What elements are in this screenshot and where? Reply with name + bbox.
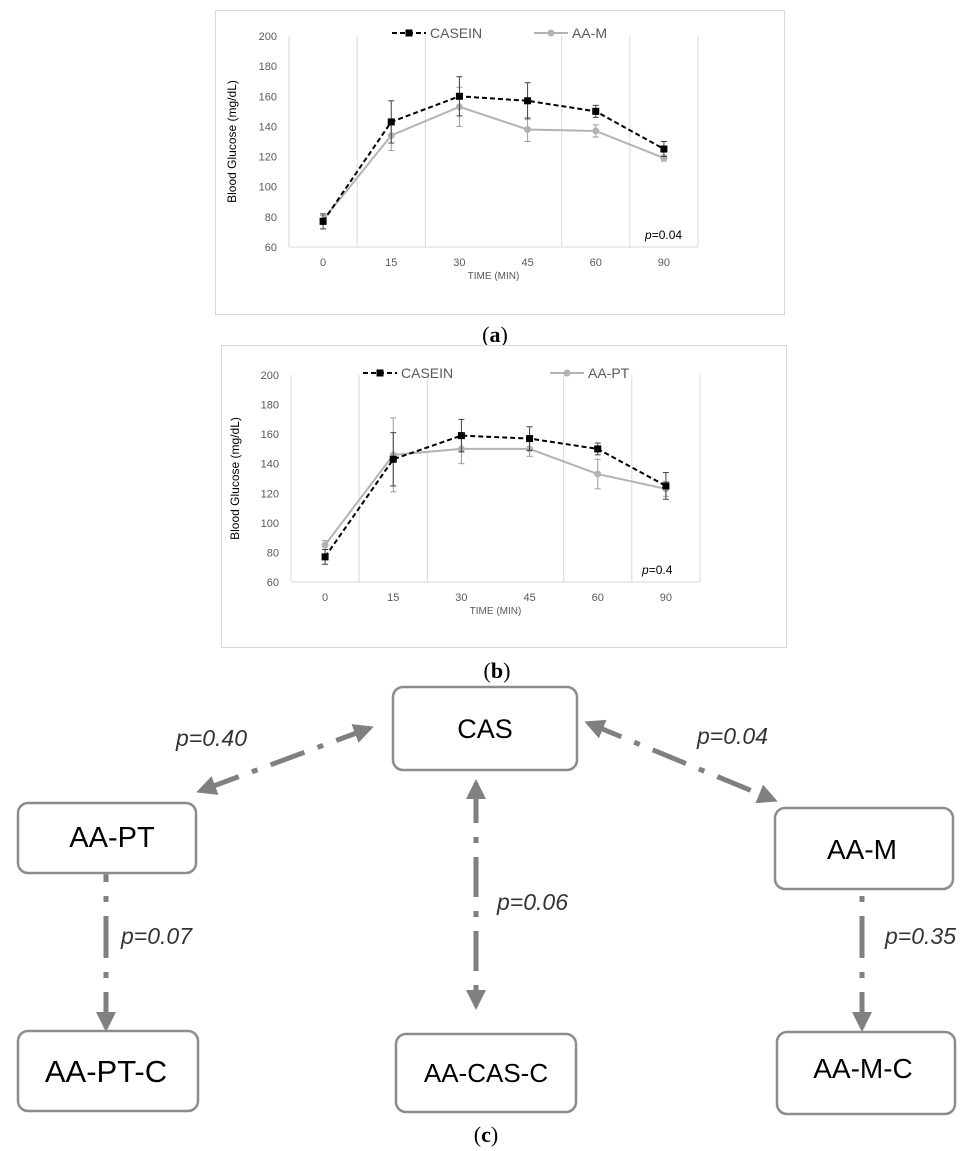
chartb-series-aa-pt-point xyxy=(321,541,329,549)
chartb-y-tick-label: 160 xyxy=(261,429,279,441)
chartb-series-casein-point xyxy=(594,445,602,453)
charta-x-axis-label: TIME (MIN) xyxy=(468,271,520,282)
node-aa-pt-c: AA-PT-C xyxy=(16,1029,200,1113)
charta-x-tick-label: 90 xyxy=(658,257,670,269)
chartb-y-axis-label: Blood Glucose (mg/dL) xyxy=(228,417,242,540)
charta-series-casein-point xyxy=(660,145,668,153)
charta-p-value: p=0.04 xyxy=(644,228,682,242)
charta-y-tick-label: 140 xyxy=(259,121,277,133)
charta-x-tick-label: 0 xyxy=(320,257,326,269)
charta-legend-aa-m-label: AA-M xyxy=(572,25,607,41)
chartb-y-tick-label: 200 xyxy=(261,370,279,382)
chartb-y-tick-label: 140 xyxy=(261,459,279,471)
chartb-p-value-symbol: p xyxy=(641,563,649,577)
node-aa-m-c: AA-M-C xyxy=(775,1030,957,1116)
edge-label-aa-m-aa-m-c: p=0.35 xyxy=(884,923,956,949)
chartb-legend-casein-label: CASEIN xyxy=(401,365,453,381)
node-aa-pt-label: AA-PT xyxy=(69,822,155,854)
comparison-diagram: p=0.40 p=0.04 p=0.06 p=0.07 p=0.35 CAS A… xyxy=(16,685,957,1116)
chartb-legend-aa-pt-label: AA-PT xyxy=(588,365,630,381)
chartb-y-tick-label: 180 xyxy=(261,400,279,412)
node-aa-m-label: AA-M xyxy=(827,834,897,865)
charta-series-casein-point xyxy=(319,217,327,225)
chartb-p-value: p=0.4 xyxy=(641,563,673,577)
edge-label-aa-pt-aa-pt-c: p=0.07 xyxy=(120,923,193,949)
charta-y-tick-label: 200 xyxy=(259,31,277,43)
arrow-cas-aa-m xyxy=(584,719,778,804)
caption-a: (a) xyxy=(482,322,508,347)
chartb-y-tick-label: 120 xyxy=(261,488,279,500)
charta-legend-casein-label: CASEIN xyxy=(430,25,482,41)
charta-y-tick-label: 80 xyxy=(265,212,277,224)
edge-label-cas-aa-m: p=0.04 xyxy=(696,723,768,749)
node-aa-cas-c: AA-CAS-C xyxy=(394,1032,578,1114)
charta-y-tick-label: 180 xyxy=(259,61,277,73)
chart-panel-a: 60 80 100 120 140 160 180 200 0 15 30 45 60 90 TIME (M… xyxy=(215,10,785,315)
charta-y-tick-label: 120 xyxy=(259,152,277,164)
caption-c: (c) xyxy=(473,1122,499,1147)
charta-legend-casein-marker xyxy=(405,29,413,37)
charta-legend-aa-m-marker xyxy=(547,29,555,37)
chartb-series-casein-point xyxy=(662,482,670,490)
chartb-x-tick-label: 45 xyxy=(523,592,535,604)
charta-series-casein-point xyxy=(592,107,600,115)
charta-series-casein-point xyxy=(455,92,463,100)
chartb-series-aa-pt-line xyxy=(324,447,667,546)
chartb-series-casein-line xyxy=(324,434,667,558)
charta-series-aa-m-line xyxy=(322,105,665,221)
chartb-series-aa-pt-point xyxy=(594,470,602,478)
chartb-y-tick-label: 100 xyxy=(261,518,279,530)
charta-series-casein-point xyxy=(524,97,532,105)
line-chart-a: 60 80 100 120 140 160 180 200 0 15 30 45 60 90 TIME (M… xyxy=(225,25,699,282)
chartb-x-tick-label: 15 xyxy=(387,592,399,604)
chartb-legend-casein-marker xyxy=(376,369,384,377)
chartb-x-tick-label: 60 xyxy=(592,592,604,604)
line-chart-b: 60 80 100 120 140 160 180 200 0 15 30 45 60 90 TIME (M… xyxy=(228,365,701,617)
charta-y-axis-label: Blood Glucose (mg/dL) xyxy=(225,80,239,203)
chartb-x-axis-label: TIME (MIN) xyxy=(470,606,522,617)
node-aa-m: AA-M xyxy=(773,806,955,891)
charta-series-casein-point xyxy=(387,118,395,126)
charta-y-tick-label: 100 xyxy=(259,182,277,194)
node-cas: CAS xyxy=(391,685,579,772)
edge-label-cas-aa-pt: p=0.40 xyxy=(175,725,247,751)
chartb-x-tick-label: 90 xyxy=(660,592,672,604)
charta-x-tick-label: 45 xyxy=(521,257,533,269)
charta-series-aa-m-point xyxy=(592,127,600,135)
charta-x-tick-label: 15 xyxy=(385,257,397,269)
chartb-y-tick-label: 60 xyxy=(267,577,279,589)
chartb-y-tick-label: 80 xyxy=(267,547,279,559)
charta-y-tick-label: 60 xyxy=(265,242,277,254)
chartb-series-casein-point xyxy=(389,455,397,463)
charta-x-tick-label: 30 xyxy=(453,257,465,269)
chartb-series-casein-point xyxy=(457,432,465,440)
caption-b: (b) xyxy=(483,658,511,683)
charta-x-tick-label: 60 xyxy=(590,257,602,269)
chartb-p-value-number: =0.4 xyxy=(649,563,673,577)
node-cas-label: CAS xyxy=(457,714,513,744)
charta-series-casein-line xyxy=(322,95,665,222)
chartb-legend-aa-pt-marker xyxy=(563,369,571,377)
edge-label-cas-aa-cas-c: p=0.06 xyxy=(496,889,568,915)
node-aa-cas-c-label: AA-CAS-C xyxy=(424,1058,548,1088)
charta-y-tick-label: 160 xyxy=(259,91,277,103)
chartb-series-casein-point xyxy=(321,553,329,561)
chart-panel-b: 60 80 100 120 140 160 180 200 0 15 30 45 60 90 TIME (M… xyxy=(221,345,787,648)
chartb-x-tick-label: 30 xyxy=(455,592,467,604)
chartb-x-tick-label: 0 xyxy=(322,592,328,604)
charta-p-value-number: =0.04 xyxy=(652,228,683,242)
node-aa-m-c-label: AA-M-C xyxy=(813,1053,913,1084)
arrow-cas-aa-pt xyxy=(196,724,374,795)
node-aa-pt: AA-PT xyxy=(16,801,198,875)
charta-series-aa-m-point xyxy=(524,125,532,133)
node-aa-pt-c-label: AA-PT-C xyxy=(45,1054,167,1089)
chartb-series-casein-point xyxy=(526,435,534,443)
charta-p-value-symbol: p xyxy=(644,228,652,242)
